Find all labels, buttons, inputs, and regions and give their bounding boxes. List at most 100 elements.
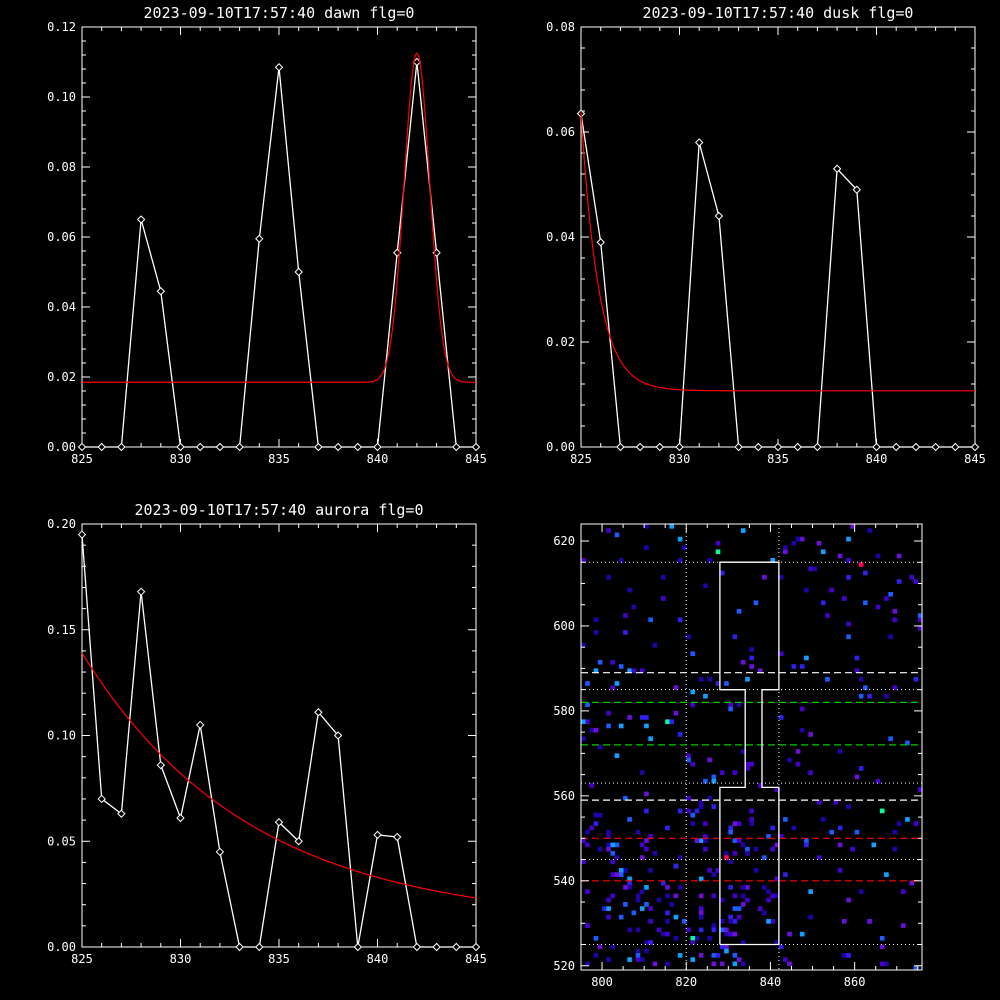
image-pixel bbox=[623, 613, 628, 618]
image-pixel bbox=[715, 953, 721, 958]
image-pixel bbox=[774, 876, 780, 882]
image-pixel bbox=[913, 965, 919, 970]
image-pixel bbox=[715, 868, 721, 873]
image-pixel bbox=[879, 961, 885, 967]
image-pixel bbox=[690, 651, 696, 657]
image-pixel bbox=[846, 557, 851, 563]
data-point bbox=[353, 942, 363, 952]
x-tick-label: 830 bbox=[170, 952, 192, 966]
image-pixel bbox=[879, 936, 885, 941]
image-pixel bbox=[745, 885, 750, 890]
image-pixel bbox=[808, 889, 813, 894]
image-pixel bbox=[614, 855, 620, 860]
image-pixel bbox=[863, 570, 868, 576]
image-pixel bbox=[728, 702, 733, 708]
image-pixel bbox=[711, 953, 717, 958]
x-tick-label: 840 bbox=[367, 452, 389, 466]
data-point bbox=[911, 442, 921, 452]
image-pixel bbox=[917, 625, 922, 631]
image-pixel bbox=[639, 715, 645, 720]
data-point bbox=[195, 442, 205, 452]
image-pixel bbox=[707, 936, 712, 941]
image-pixel bbox=[614, 872, 620, 877]
image-pixel bbox=[846, 634, 851, 640]
image-pixel bbox=[606, 846, 611, 852]
image-pixel bbox=[711, 961, 717, 967]
y-tick-label: 0.02 bbox=[546, 335, 575, 349]
data-point bbox=[852, 185, 862, 194]
image-pixel bbox=[740, 528, 746, 533]
image-pixel bbox=[585, 681, 590, 686]
data-point bbox=[931, 442, 940, 452]
image-pixel bbox=[698, 906, 704, 911]
image-pixel bbox=[648, 868, 653, 873]
image-pixel bbox=[791, 540, 797, 546]
y-tick-label: 0.10 bbox=[47, 729, 76, 743]
image-pixel bbox=[635, 829, 641, 835]
image-pixel bbox=[715, 681, 721, 686]
image-pixel bbox=[677, 885, 683, 890]
image-pixel bbox=[711, 774, 717, 780]
image-pixel bbox=[677, 732, 683, 737]
image-pixel bbox=[871, 842, 877, 848]
image-pixel bbox=[665, 885, 670, 890]
image-pixel bbox=[665, 919, 670, 924]
image-pixel bbox=[774, 787, 780, 792]
image-pixel bbox=[829, 829, 834, 835]
image-pixel bbox=[854, 655, 860, 661]
image-pixel bbox=[783, 872, 788, 877]
image-pixel bbox=[879, 944, 885, 950]
image-pixel bbox=[690, 936, 696, 941]
image-pixel bbox=[665, 719, 670, 725]
image-pixel bbox=[610, 685, 616, 691]
image-pixel bbox=[728, 829, 733, 835]
image-pixel bbox=[593, 727, 599, 733]
data-point bbox=[675, 442, 684, 452]
image-pixel bbox=[690, 821, 696, 826]
image-pixel bbox=[913, 821, 919, 826]
image-pixel bbox=[728, 859, 733, 865]
y-tick-label: 0.04 bbox=[546, 230, 575, 244]
image-pixel bbox=[778, 715, 784, 720]
data-point bbox=[754, 442, 763, 452]
image-pixel bbox=[858, 562, 864, 567]
image-pixel bbox=[606, 957, 611, 962]
image-pixel bbox=[858, 676, 864, 682]
image-pixel bbox=[783, 817, 788, 822]
image-pixel bbox=[665, 910, 670, 916]
image-pixel bbox=[917, 613, 922, 618]
image-pixel bbox=[749, 808, 755, 814]
image-pixel bbox=[673, 936, 679, 941]
image-pixel bbox=[707, 868, 712, 873]
image-pixel bbox=[644, 545, 649, 550]
image-pixel bbox=[905, 740, 910, 746]
image-pixel bbox=[639, 668, 645, 674]
data-point bbox=[97, 442, 106, 452]
image-pixel bbox=[736, 914, 742, 920]
image-pixel bbox=[644, 808, 649, 814]
image-pixel bbox=[707, 557, 712, 563]
fit-line bbox=[580, 112, 975, 392]
image-pixel bbox=[606, 914, 611, 920]
x-tick-label: 820 bbox=[675, 975, 697, 989]
image-pixel bbox=[909, 880, 914, 886]
image-pixel bbox=[858, 766, 864, 771]
image-pixel bbox=[787, 757, 792, 763]
image-pixel bbox=[724, 681, 729, 686]
image-pixel bbox=[732, 961, 738, 967]
data-point bbox=[655, 442, 665, 452]
x-tick-label: 825 bbox=[570, 452, 592, 466]
image-pixel bbox=[740, 749, 746, 754]
data-point bbox=[373, 442, 382, 452]
image-pixel bbox=[665, 893, 670, 899]
image-pixel bbox=[711, 893, 717, 899]
image-pixel bbox=[884, 596, 889, 601]
plot-frame bbox=[580, 523, 923, 971]
image-pixel bbox=[791, 825, 797, 831]
x-tick-label: 825 bbox=[71, 952, 93, 966]
image-pixel bbox=[842, 596, 847, 601]
image-pixel bbox=[740, 659, 746, 665]
data-point bbox=[392, 832, 402, 842]
image-pixel bbox=[900, 923, 906, 928]
image-pixel bbox=[698, 876, 704, 882]
